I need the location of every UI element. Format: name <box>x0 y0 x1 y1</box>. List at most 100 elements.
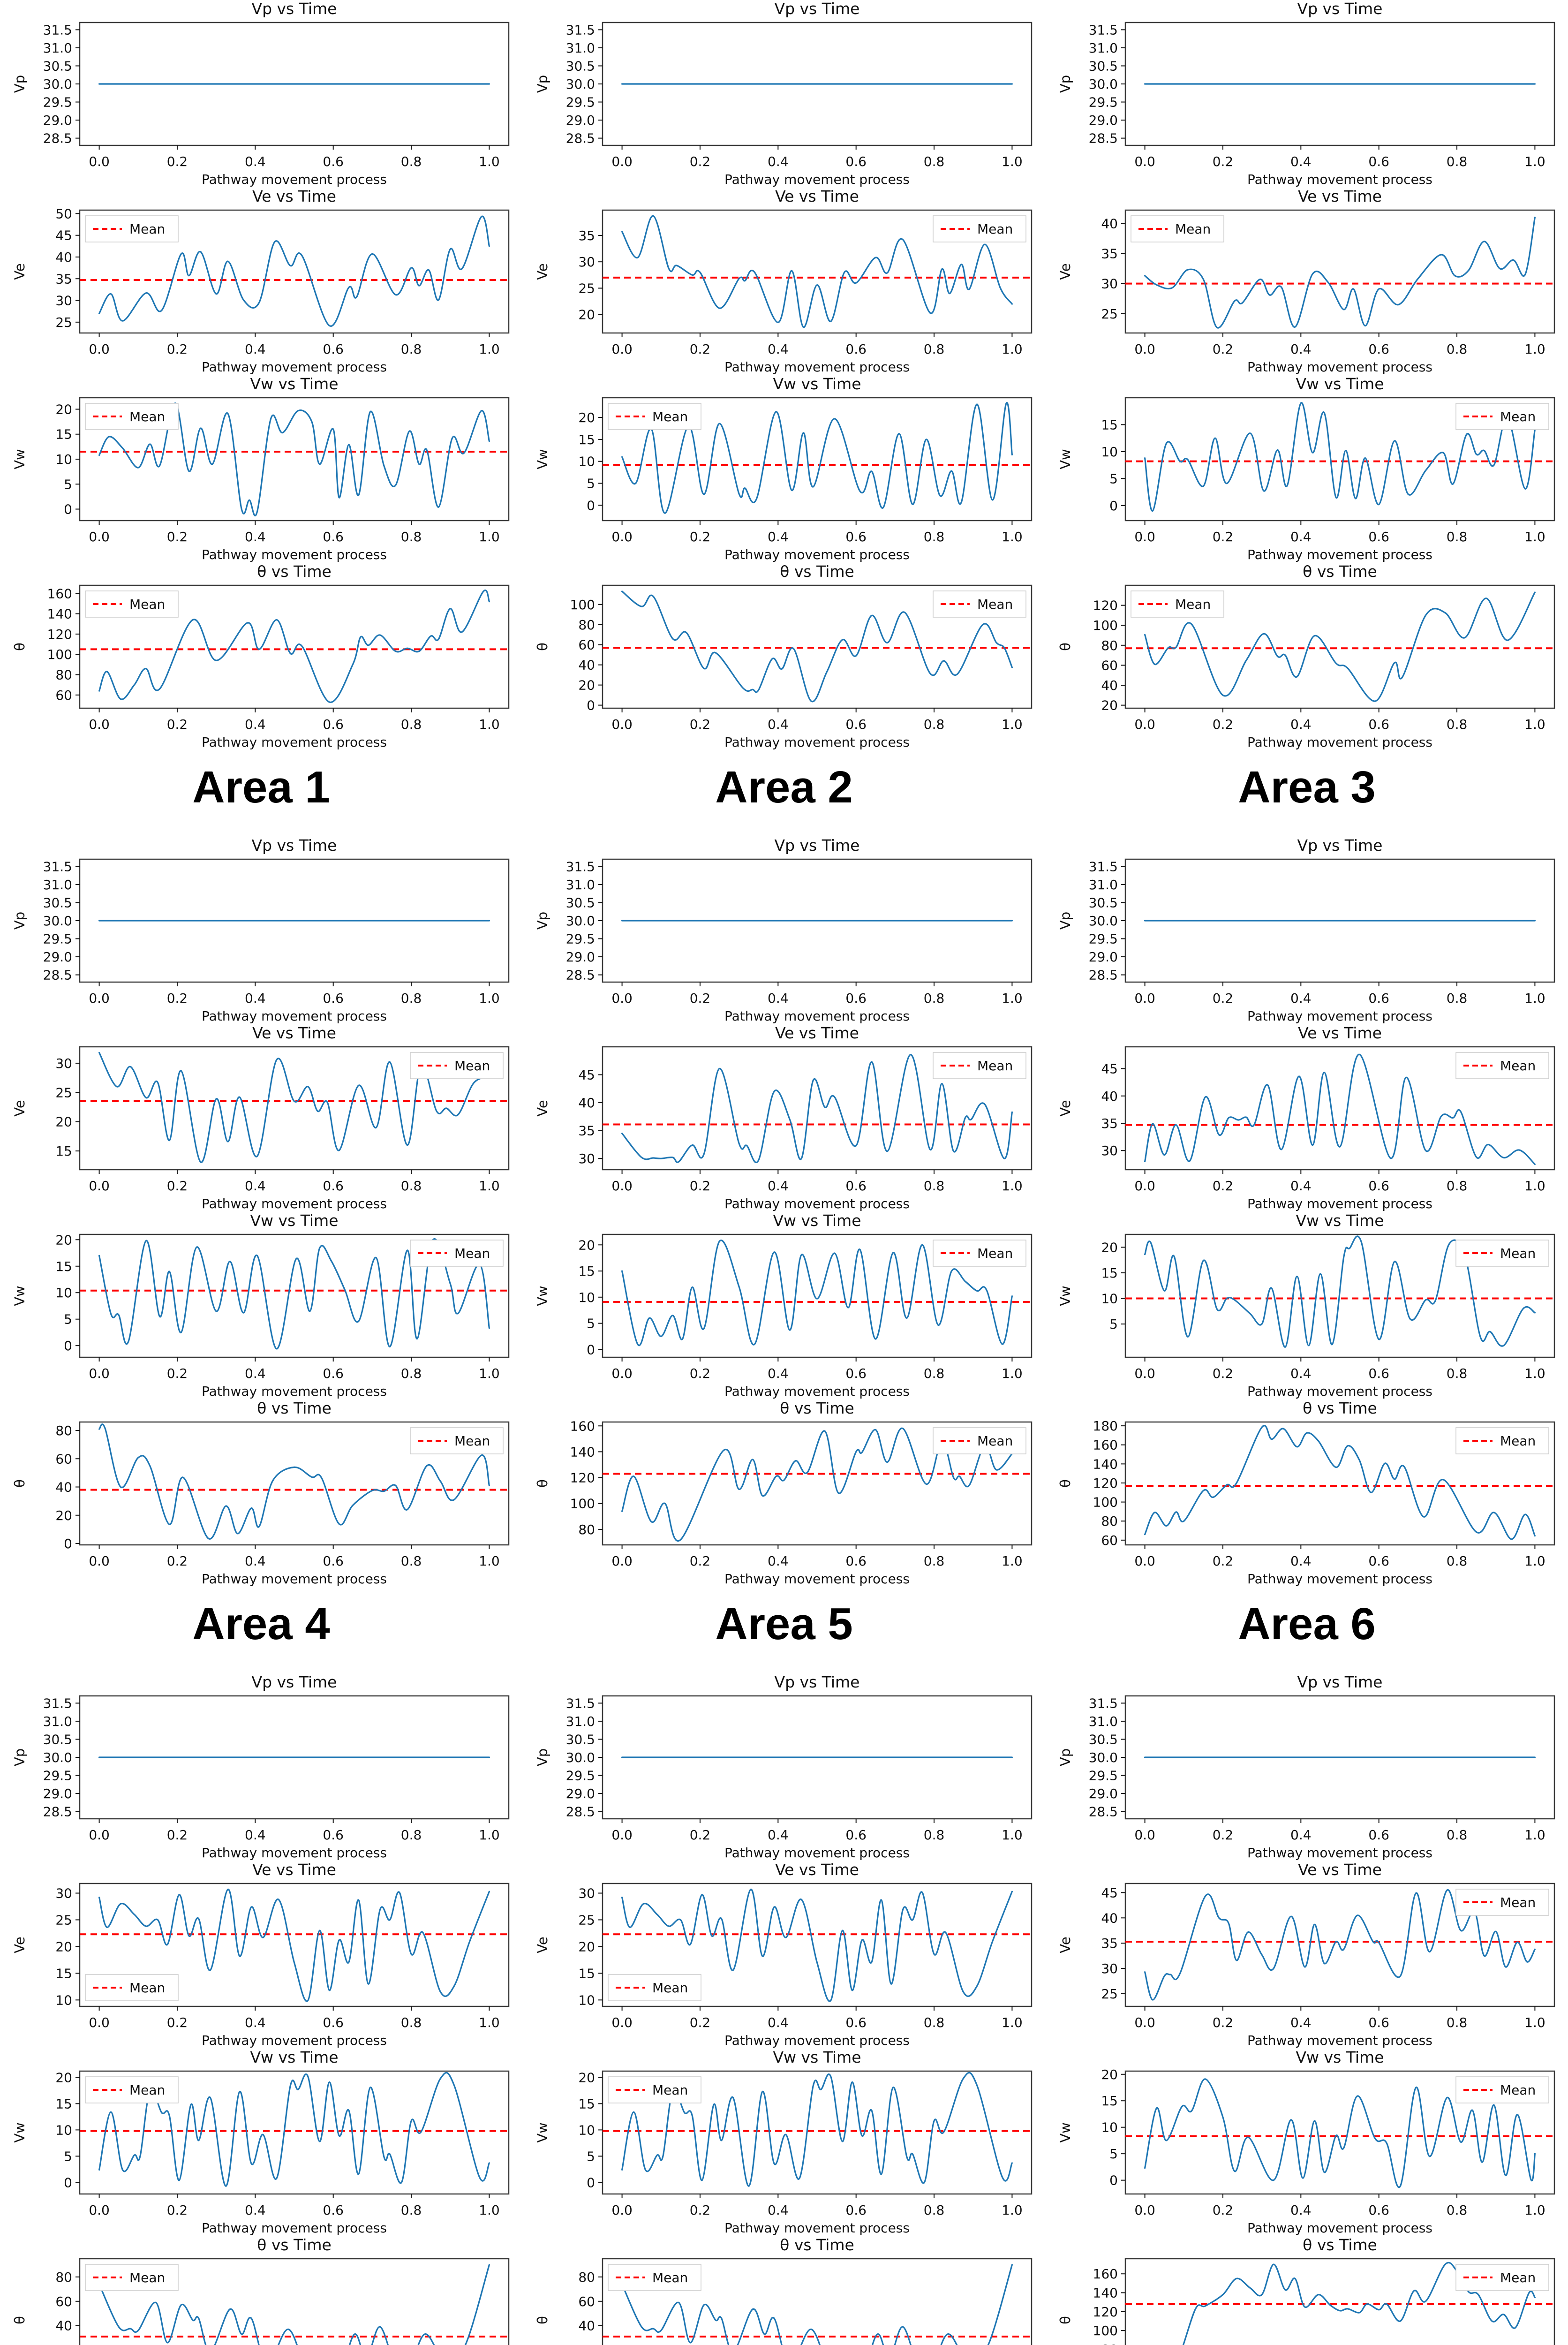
svg-text:0.8: 0.8 <box>924 717 945 732</box>
svg-text:10: 10 <box>55 2122 72 2138</box>
svg-text:0.8: 0.8 <box>401 1827 422 1843</box>
svg-text:5: 5 <box>64 2148 72 2164</box>
svg-text:28.5: 28.5 <box>1089 1804 1118 1820</box>
y-axis-label: Vp <box>535 1748 550 1766</box>
chart-block: θ vs Time 60 80 100 120 140 160 0.0 0.2 0.4 0.6 0.8… <box>0 563 522 750</box>
legend: Mean <box>1455 1240 1549 1267</box>
svg-text:0.0: 0.0 <box>89 1553 110 1569</box>
chart-block: Vw vs Time 0 5 10 15 20 0.0 0.2 0.4 0.6 0.8 1.0 Path… <box>523 2049 1045 2236</box>
subplot-vw-area-7: Vw vs Time 0 5 10 15 20 0.0 0.2 0.4 0.6 0.8 1.0 Path… <box>0 2049 522 2236</box>
svg-text:15: 15 <box>578 432 595 447</box>
data-line <box>621 215 1013 328</box>
y-axis-label: Vw <box>12 1286 28 1306</box>
svg-text:0.4: 0.4 <box>245 1553 266 1569</box>
subplot-title: Vp vs Time <box>1297 1673 1383 1691</box>
svg-text:29.5: 29.5 <box>43 1768 72 1784</box>
legend: Mean <box>85 215 179 242</box>
svg-text:0.4: 0.4 <box>1290 2015 1312 2030</box>
chart-block: θ vs Time0204060800.00.20.40.60.81.0Path… <box>0 2236 522 2345</box>
svg-text:0.6: 0.6 <box>845 341 867 357</box>
svg-text:20: 20 <box>578 2070 595 2085</box>
svg-text:31.5: 31.5 <box>1089 1695 1118 1711</box>
svg-text:0.4: 0.4 <box>768 1178 789 1194</box>
svg-text:0.0: 0.0 <box>89 1827 110 1843</box>
svg-text:0.2: 0.2 <box>167 341 188 357</box>
legend: Mean <box>933 1427 1026 1454</box>
legend-label: Mean <box>1500 2270 1536 2285</box>
svg-text:1.0: 1.0 <box>479 529 500 545</box>
svg-text:1.0: 1.0 <box>1524 991 1545 1006</box>
svg-text:0.0: 0.0 <box>611 1553 633 1569</box>
svg-text:1.0: 1.0 <box>1002 1827 1023 1843</box>
subplot-title: Vw vs Time <box>250 2049 338 2066</box>
x-axis-label: Pathway movement process <box>202 547 387 562</box>
svg-text:0.6: 0.6 <box>1368 1178 1389 1194</box>
svg-text:29.0: 29.0 <box>566 1786 595 1801</box>
svg-text:0.2: 0.2 <box>167 1553 188 1569</box>
svg-text:30.0: 30.0 <box>1089 76 1118 92</box>
svg-text:10: 10 <box>55 1285 72 1301</box>
svg-text:0.8: 0.8 <box>1447 1553 1468 1569</box>
svg-text:1.0: 1.0 <box>1002 341 1023 357</box>
svg-text:31.0: 31.0 <box>1089 40 1118 56</box>
svg-text:0.8: 0.8 <box>401 991 422 1006</box>
y-axis-label: Vw <box>535 2122 550 2143</box>
svg-text:0.6: 0.6 <box>323 2015 344 2030</box>
subplot-vw-area-9: Vw vs Time 0 5 10 15 20 0.0 0.2 0.4 0.6 0.8 1.0 Path… <box>1046 2049 1568 2236</box>
y-axis-label: Vp <box>535 912 550 930</box>
svg-text:30: 30 <box>55 1886 72 1901</box>
svg-text:5: 5 <box>1109 2146 1118 2162</box>
legend-label: Mean <box>1500 1058 1536 1074</box>
y-axis-label: Vp <box>535 75 550 93</box>
svg-text:30.0: 30.0 <box>566 913 595 929</box>
x-axis-label: Pathway movement process <box>202 1571 387 1587</box>
svg-text:20: 20 <box>578 2343 595 2345</box>
chart-block: Ve vs Time 25 30 35 40 45 0.0 0.2 0.4 0.6 0.8 1.0 Pa… <box>1046 1861 1568 2049</box>
svg-text:29.5: 29.5 <box>1089 95 1118 110</box>
svg-text:25: 25 <box>55 1912 72 1928</box>
subplot-ve-area-5: Ve vs Time 30 35 40 45 0.0 0.2 0.4 0.6 0.8 1.0 Path… <box>523 1024 1045 1212</box>
x-axis-label: Pathway movement process <box>202 1196 387 1211</box>
legend: Mean <box>933 1052 1026 1079</box>
svg-text:25: 25 <box>1101 1986 1118 2002</box>
svg-text:60: 60 <box>1101 1533 1118 1548</box>
svg-text:45: 45 <box>55 228 72 243</box>
subplot-title: Ve vs Time <box>252 188 336 205</box>
svg-text:1.0: 1.0 <box>479 991 500 1006</box>
subplot-title: Ve vs Time <box>252 1024 336 1042</box>
y-axis-label: Vw <box>12 2122 28 2143</box>
svg-text:0.6: 0.6 <box>845 1827 867 1843</box>
subplot-title: Vw vs Time <box>250 375 338 393</box>
svg-text:80: 80 <box>578 617 595 633</box>
svg-text:0.4: 0.4 <box>768 2015 789 2030</box>
y-axis-label: Ve <box>1057 1937 1073 1953</box>
svg-text:30.5: 30.5 <box>1089 58 1118 74</box>
subplot-title: Vp vs Time <box>252 0 337 18</box>
subplot-title: Ve vs Time <box>1298 1861 1382 1879</box>
area-column-6: Vp vs Time 28.5 29.0 29.5 30.0 30.5 31.0 31.5 0.… <box>1046 837 1568 1661</box>
subplot-ve-area-1: Ve vs Time 25 30 35 40 45 50 0.0 0.2 0.4 0.6 0.8 1.0… <box>0 188 522 375</box>
subplot-title: Vw vs Time <box>250 1212 338 1230</box>
area-column-2: Vp vs Time 28.5 29.0 29.5 30.0 30.5 31.0 31.5 0.… <box>523 0 1045 825</box>
svg-text:20: 20 <box>578 307 595 323</box>
svg-text:30: 30 <box>55 293 72 309</box>
svg-text:0.4: 0.4 <box>1290 1366 1312 1381</box>
x-axis-label: Pathway movement process <box>1247 2220 1432 2236</box>
svg-text:10: 10 <box>578 1992 595 2008</box>
svg-text:0.6: 0.6 <box>323 1827 344 1843</box>
svg-text:15: 15 <box>1101 1265 1118 1281</box>
svg-text:0.8: 0.8 <box>401 2015 422 2030</box>
svg-text:15: 15 <box>1101 2093 1118 2109</box>
chart-block: Vw vs Time 0 5 10 15 20 0.0 0.2 0.4 0.6 0.8 1.0 Path… <box>523 1212 1045 1399</box>
svg-text:0.2: 0.2 <box>690 341 711 357</box>
area-row-group-1: Vp vs Time 28.5 29.0 29.5 30.0 30.5 31.0 31.5 0.… <box>0 0 1568 825</box>
svg-text:5: 5 <box>587 1316 595 1331</box>
svg-text:15: 15 <box>55 427 72 442</box>
subplot-vp-area-5: Vp vs Time 28.5 29.0 29.5 30.0 30.5 31.0 31.5 0.… <box>523 837 1045 1024</box>
svg-text:30.5: 30.5 <box>1089 895 1118 910</box>
chart-block: Vp vs Time 28.5 29.0 29.5 30.0 30.5 31.0 31.5 0.… <box>523 0 1045 188</box>
svg-text:0.4: 0.4 <box>768 1827 789 1843</box>
subplot-theta-area-6: θ vs Time 60 80 100 120 140 160 180 0.0 0.2 0.4 0.6… <box>1046 1399 1568 1587</box>
svg-text:0.6: 0.6 <box>845 1178 867 1194</box>
y-axis-label: Vw <box>535 1286 550 1306</box>
